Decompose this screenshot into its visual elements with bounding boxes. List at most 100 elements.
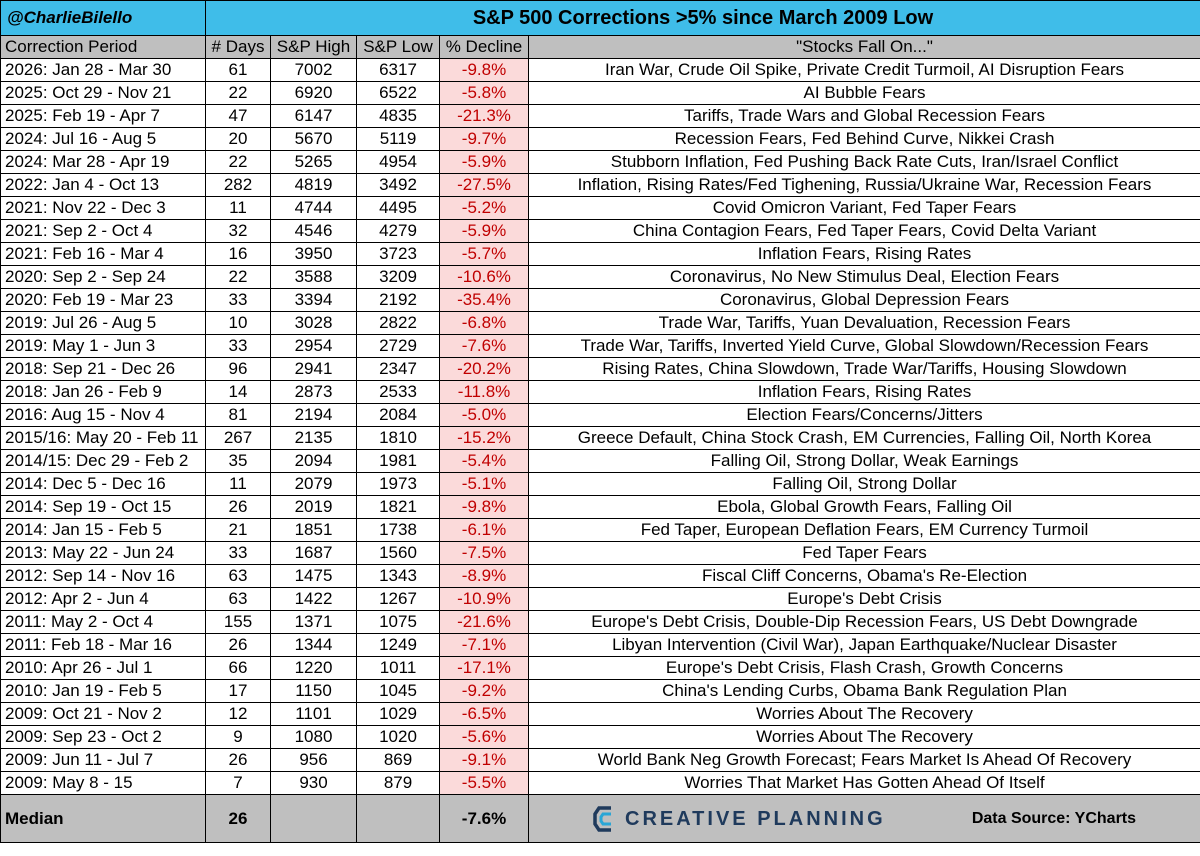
row-low: 4835 [356,104,440,128]
row-reason: Libyan Intervention (Civil War), Japan E… [527,633,1200,657]
row-decline: -6.5% [439,702,529,726]
table-row: 2025: Feb 19 - Apr 7 47 6147 4835 -21.3% Tari… [0,104,1200,128]
row-period: 2011: Feb 18 - Mar 16 [0,633,206,657]
row-low: 1973 [356,472,440,496]
row-low: 2192 [356,288,440,312]
row-decline: -9.7% [439,127,529,151]
table-row: 2011: May 2 - Oct 4 155 1371 1075 -21.6% Euro… [0,610,1200,634]
row-days: 14 [205,380,271,404]
row-period: 2014: Dec 5 - Dec 16 [0,472,206,496]
row-days: 20 [205,127,271,151]
data-source: Data Source: YCharts [971,809,1137,827]
table-row: 2010: Jan 19 - Feb 5 17 1150 1045 -9.2% China… [0,679,1200,703]
table-row: 2019: May 1 - Jun 3 33 2954 2729 -7.6% Trade … [0,334,1200,358]
row-days: 17 [205,679,271,703]
median-decline: -7.6% [439,794,529,843]
table-row: 2025: Oct 29 - Nov 21 22 6920 6522 -5.8% AI B… [0,81,1200,105]
row-days: 10 [205,311,271,335]
row-period: 2018: Sep 21 - Dec 26 [0,357,206,381]
row-high: 1344 [270,633,357,657]
row-days: 22 [205,265,271,289]
header-row: Correction Period # Days S&P High S&P Lo… [0,35,1200,59]
row-high: 5670 [270,127,357,151]
row-period: 2022: Jan 4 - Oct 13 [0,173,206,197]
row-decline: -7.1% [439,633,529,657]
row-period: 2021: Nov 22 - Dec 3 [0,196,206,220]
row-days: 33 [205,334,271,358]
row-low: 1560 [356,541,440,565]
row-reason: Coronavirus, No New Stimulus Deal, Elect… [527,265,1200,289]
row-decline: -5.0% [439,403,529,427]
row-reason: Tariffs, Trade Wars and Global Recession… [527,104,1200,128]
row-low: 1020 [356,725,440,749]
row-decline: -9.8% [439,495,529,519]
table-row: 2014: Dec 5 - Dec 16 11 2079 1973 -5.1% Falli… [0,472,1200,496]
row-decline: -10.6% [439,265,529,289]
row-reason: Falling Oil, Strong Dollar [527,472,1200,496]
row-decline: -6.1% [439,518,529,542]
row-high: 2019 [270,495,357,519]
row-decline: -9.1% [439,748,529,772]
table-row: 2021: Feb 16 - Mar 4 16 3950 3723 -5.7% Infla… [0,242,1200,266]
row-days: 26 [205,633,271,657]
row-low: 1249 [356,633,440,657]
table-row: 2012: Sep 14 - Nov 16 63 1475 1343 -8.9% Fisc… [0,564,1200,588]
table-row: 2016: Aug 15 - Nov 4 81 2194 2084 -5.0% Elect… [0,403,1200,427]
row-decline: -5.8% [439,81,529,105]
table-row: 2013: May 22 - Jun 24 33 1687 1560 -7.5% Fed … [0,541,1200,565]
row-high: 1687 [270,541,357,565]
row-days: 66 [205,656,271,680]
row-high: 2873 [270,380,357,404]
row-days: 35 [205,449,271,473]
table-row: 2009: Oct 21 - Nov 2 12 1101 1029 -6.5% Worri… [0,702,1200,726]
row-high: 956 [270,748,357,772]
row-period: 2009: Jun 11 - Jul 7 [0,748,206,772]
table-row: 2010: Apr 26 - Jul 1 66 1220 1011 -17.1% Euro… [0,656,1200,680]
row-reason: Iran War, Crude Oil Spike, Private Credi… [527,58,1200,82]
row-days: 63 [205,564,271,588]
row-days: 96 [205,357,271,381]
column-header-reason: "Stocks Fall On..." [527,35,1200,59]
row-reason: Inflation Fears, Rising Rates [527,242,1200,266]
row-days: 22 [205,150,271,174]
row-days: 11 [205,196,271,220]
row-period: 2018: Jan 26 - Feb 9 [0,380,206,404]
creative-planning-logo-icon [593,805,611,832]
table-row: 2009: Sep 23 - Oct 2 9 1080 1020 -5.6% Worrie… [0,725,1200,749]
row-high: 3394 [270,288,357,312]
row-reason: Stubborn Inflation, Fed Pushing Back Rat… [527,150,1200,174]
table-row: 2014: Sep 19 - Oct 15 26 2019 1821 -9.8% Ebol… [0,495,1200,519]
row-reason: Fed Taper Fears [527,541,1200,565]
row-low: 1029 [356,702,440,726]
row-low: 5119 [356,127,440,151]
row-period: 2016: Aug 15 - Nov 4 [0,403,206,427]
row-period: 2024: Jul 16 - Aug 5 [0,127,206,151]
row-low: 4279 [356,219,440,243]
row-reason: Worries About The Recovery [527,725,1200,749]
footer-cell: CREATIVE PLANNING Data Source: YCharts [527,794,1200,843]
row-decline: -10.9% [439,587,529,611]
row-decline: -35.4% [439,288,529,312]
row-period: 2013: May 22 - Jun 24 [0,541,206,565]
row-reason: Europe's Debt Crisis, Double-Dip Recessi… [527,610,1200,634]
row-decline: -5.4% [439,449,529,473]
row-period: 2025: Feb 19 - Apr 7 [0,104,206,128]
table-row: 2011: Feb 18 - Mar 16 26 1344 1249 -7.1% Liby… [0,633,1200,657]
row-decline: -27.5% [439,173,529,197]
row-low: 2533 [356,380,440,404]
row-decline: -9.8% [439,58,529,82]
table-row: 2024: Mar 28 - Apr 19 22 5265 4954 -5.9% Stub… [0,150,1200,174]
row-period: 2012: Sep 14 - Nov 16 [0,564,206,588]
row-high: 4546 [270,219,357,243]
row-decline: -21.3% [439,104,529,128]
title-row: @CharlieBilello S&P 500 Corrections >5% … [0,0,1200,36]
row-days: 11 [205,472,271,496]
row-reason: World Bank Neg Growth Forecast; Fears Ma… [527,748,1200,772]
row-high: 1150 [270,679,357,703]
row-period: 2009: Sep 23 - Oct 2 [0,725,206,749]
row-low: 1821 [356,495,440,519]
row-days: 63 [205,587,271,611]
row-high: 6920 [270,81,357,105]
row-decline: -5.5% [439,771,529,795]
row-decline: -8.9% [439,564,529,588]
